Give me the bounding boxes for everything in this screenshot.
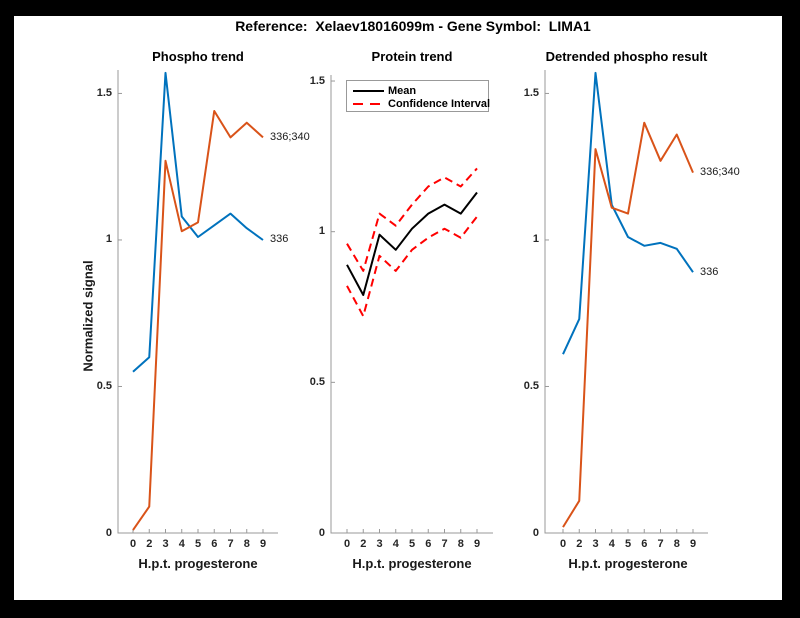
- x-tick-label: 0: [129, 538, 137, 550]
- y-tick-label: 1.5: [523, 86, 539, 99]
- legend-label-mean: Mean: [388, 84, 417, 97]
- x-tick-label: 4: [178, 538, 185, 550]
- y-tick-label: 0.5: [96, 379, 112, 392]
- x-tick-label: 9: [689, 538, 697, 550]
- series-line-confidence-interval-lower: [346, 215, 478, 318]
- x-tick-label: 8: [243, 538, 250, 550]
- x-tick-label: 6: [425, 538, 432, 550]
- subplot-title: Detrended phospho result: [545, 49, 708, 64]
- y-tick-label: 1.5: [309, 74, 325, 87]
- subplot-title: Phospho trend: [152, 49, 244, 64]
- x-tick-label: 4: [392, 538, 399, 550]
- series-line-confidence-interval-upper: [346, 167, 478, 272]
- x-tick-label: 4: [608, 538, 615, 550]
- x-tick-label: 6: [641, 538, 648, 550]
- x-axis-label: H.p.t. progesterone: [352, 556, 472, 571]
- y-axis-label: Normalized signal: [80, 260, 96, 372]
- series-end-label-336-340: 336;340: [700, 166, 740, 179]
- legend-line-samples: [353, 90, 384, 105]
- series-line-mean: [346, 191, 478, 296]
- x-tick-label: 7: [227, 538, 234, 550]
- axes-spines: [330, 75, 493, 534]
- x-tick-label: 5: [194, 538, 202, 550]
- legend-label-confidence-interval: Confidence Interval: [388, 97, 491, 110]
- y-tick-label: 1: [318, 225, 325, 238]
- x-tick-label: 7: [657, 538, 664, 550]
- x-axis-label: H.p.t. progesterone: [568, 556, 688, 571]
- x-tick-label: 7: [441, 538, 448, 550]
- x-tick-label: 3: [592, 538, 599, 550]
- x-tick-label: 2: [146, 538, 153, 550]
- series-end-label-336-340: 336;340: [270, 130, 310, 143]
- x-tick-label: 8: [673, 538, 680, 550]
- y-tick-label: 0: [532, 526, 539, 539]
- subplot-title: Protein trend: [371, 49, 453, 64]
- y-tick-label: 1.5: [96, 86, 112, 99]
- y-tick-label: 1: [105, 233, 112, 246]
- x-tick-label: 9: [473, 538, 481, 550]
- y-tick-label: 0.5: [309, 375, 325, 388]
- x-axis-label: H.p.t. progesterone: [138, 556, 258, 571]
- x-tick-label: 5: [624, 538, 632, 550]
- y-tick-label: 0: [318, 526, 325, 539]
- figure-canvas: [14, 16, 782, 600]
- x-tick-label: 5: [408, 538, 416, 550]
- series-line-336: [562, 71, 694, 355]
- axes-spines: [544, 70, 708, 534]
- x-tick-label: 0: [559, 538, 567, 550]
- figure-title: Reference: Xelaev18016099m - Gene Symbol…: [235, 18, 591, 34]
- axes-spines: [117, 70, 278, 534]
- legend-box: Mean Confidence Interval: [346, 80, 491, 112]
- x-tick-label: 3: [162, 538, 169, 550]
- series-line-336-340: [562, 121, 694, 528]
- x-tick-label: 6: [211, 538, 218, 550]
- series-line-336-340: [132, 110, 264, 531]
- y-tick-label: 1: [532, 233, 539, 246]
- x-tick-label: 2: [576, 538, 583, 550]
- x-tick-label: 0: [343, 538, 351, 550]
- y-tick-label: 0: [105, 526, 112, 539]
- series-end-label-336: 336: [700, 265, 719, 278]
- x-tick-label: 8: [457, 538, 464, 550]
- series-end-label-336: 336: [270, 233, 289, 246]
- x-tick-label: 9: [259, 538, 267, 550]
- series-line-336: [132, 71, 264, 373]
- y-tick-label: 0.5: [523, 379, 539, 392]
- x-tick-label: 2: [360, 538, 367, 550]
- x-tick-label: 3: [376, 538, 383, 550]
